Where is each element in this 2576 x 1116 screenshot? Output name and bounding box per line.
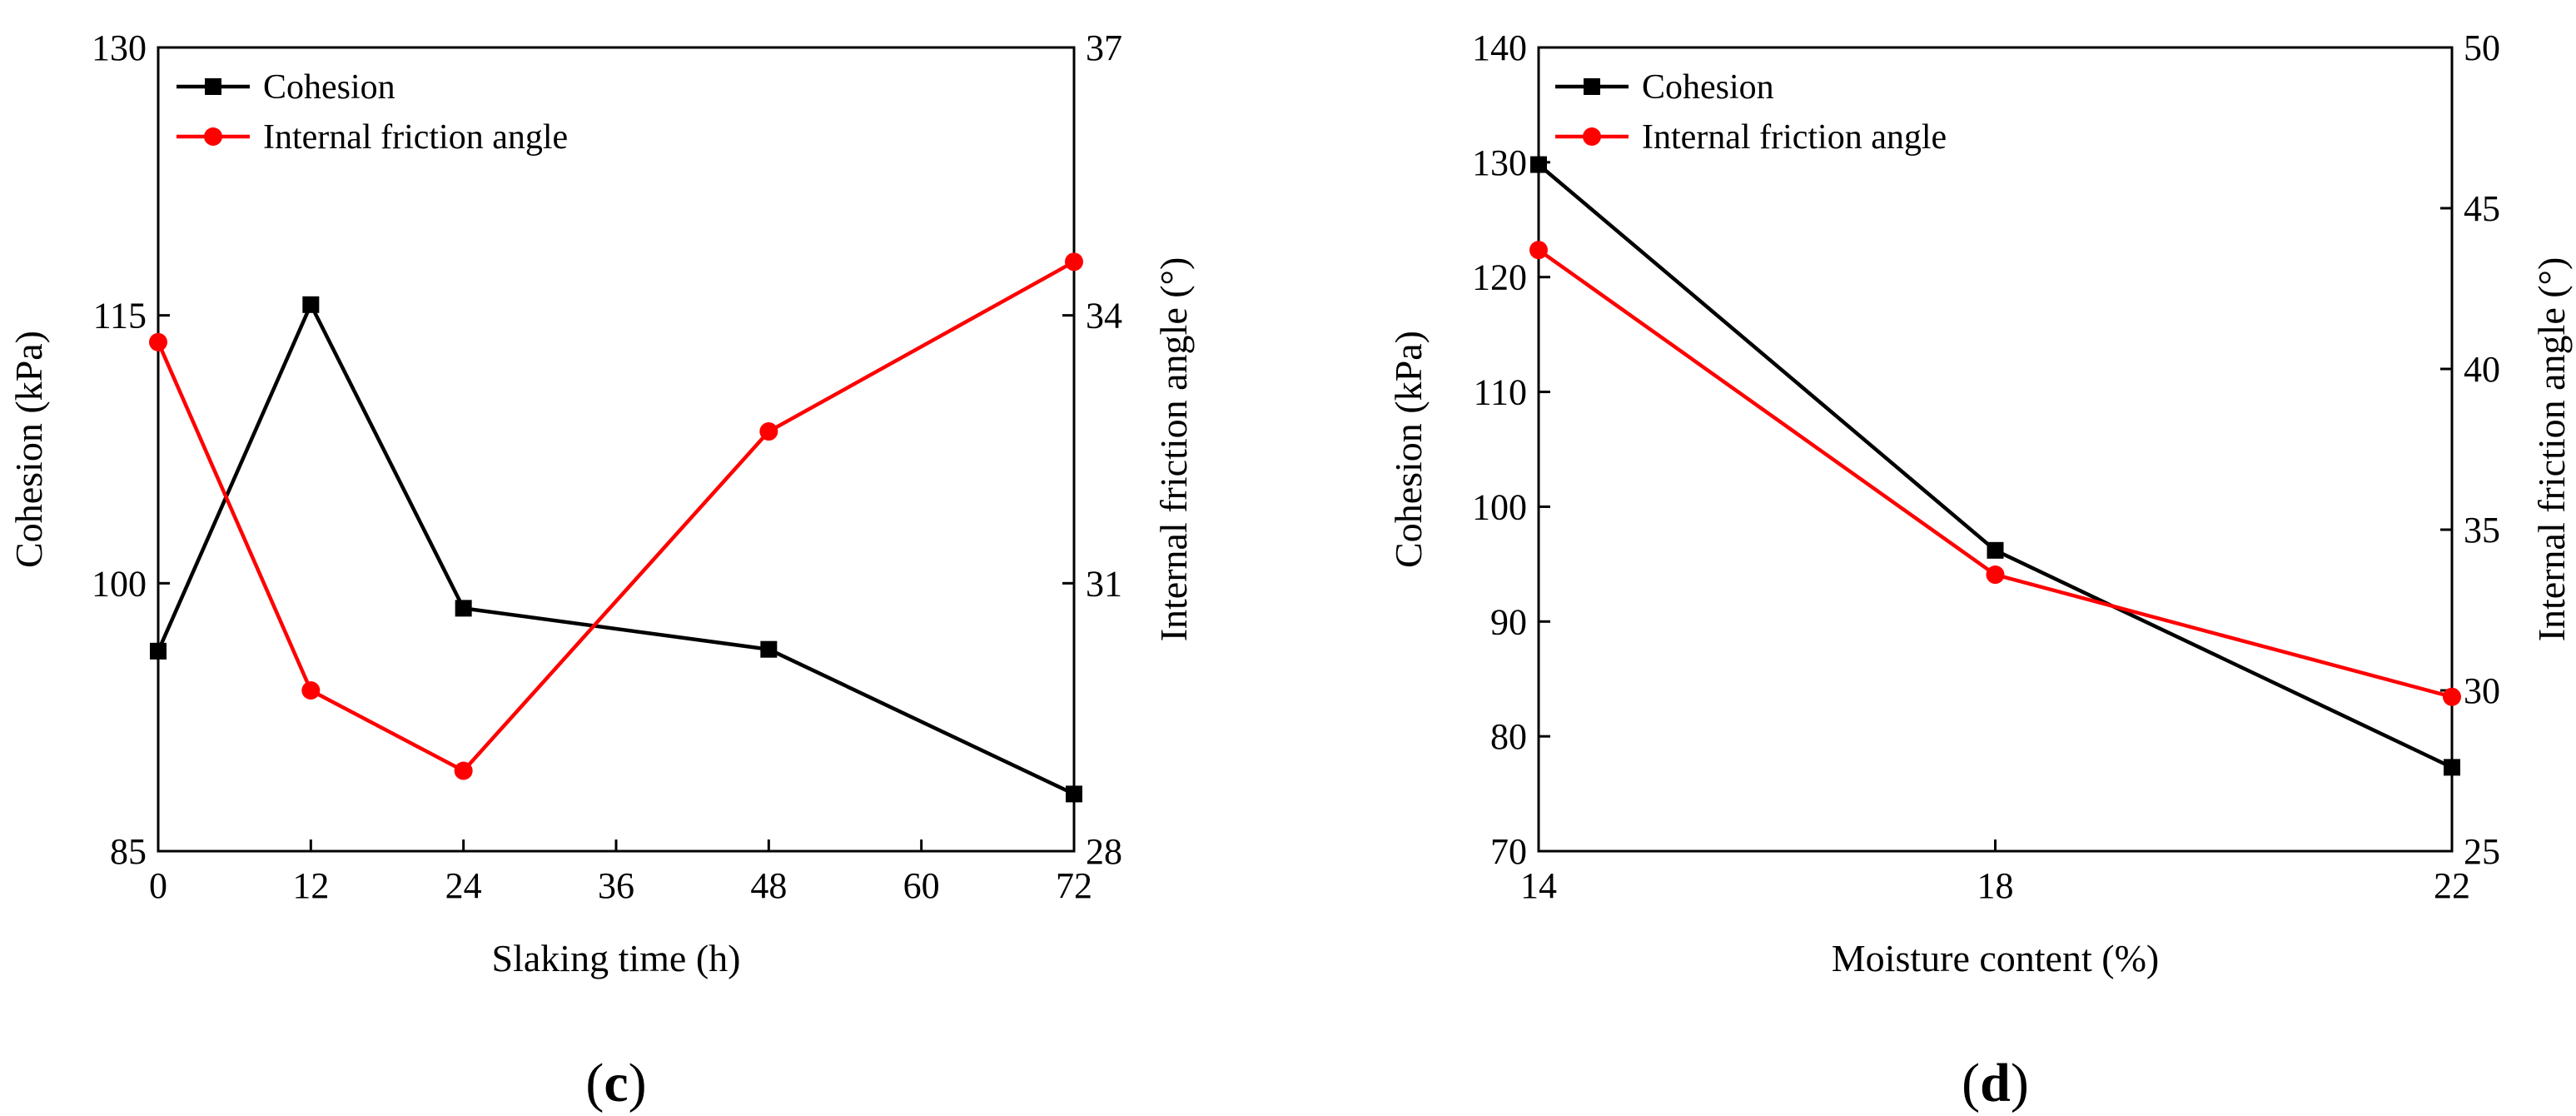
x-tick-label: 72 [1056, 865, 1092, 906]
y-left-tick-label: 130 [92, 27, 147, 68]
y-left-tick-label: 130 [1472, 142, 1527, 183]
y-right-tick-label: 30 [2464, 670, 2500, 711]
y-right-tick-label: 37 [1086, 27, 1122, 68]
y-left-tick-label: 120 [1472, 257, 1527, 298]
x-tick-label: 0 [149, 865, 167, 906]
y-left-tick-label: 90 [1490, 601, 1527, 642]
x-tick-label: 22 [2434, 865, 2470, 906]
legend-label: Internal friction angle [1642, 118, 1947, 157]
x-tick-label: 18 [1977, 865, 2014, 906]
y-right-tick-label: 28 [1086, 831, 1122, 872]
chart-panel-d: 14 18 22 70 80 90 100 110 120 130 140 25 30 35 40 45 50 M… [1387, 27, 2573, 1114]
y-right-tick-label: 35 [2464, 510, 2500, 551]
x-tick-label: 14 [1520, 865, 1557, 906]
legend-label: Internal friction angle [263, 118, 568, 157]
cohesion-point [455, 600, 472, 617]
cohesion-point [760, 640, 778, 658]
y-right-tick-label: 40 [2464, 349, 2500, 390]
friction-angle-point [149, 332, 167, 351]
y-left-tick-label: 85 [110, 831, 147, 872]
legend-marker-circle [1583, 127, 1601, 146]
cohesion-point [2444, 759, 2460, 776]
x-axis-title: Moisture content (%) [1832, 937, 2159, 979]
x-tick-label: 36 [598, 865, 634, 906]
x-tick-label: 24 [445, 865, 482, 906]
y-left-tick-label: 70 [1490, 831, 1527, 872]
y-left-tick-label: 100 [92, 563, 147, 604]
y-left-tick-label: 140 [1472, 27, 1527, 68]
legend-label: Cohesion [1642, 68, 1774, 107]
friction-angle-point [1529, 241, 1548, 260]
cohesion-point [1066, 785, 1082, 803]
y-left-tick-label: 100 [1472, 486, 1527, 527]
x-axis-title: Slaking time (h) [492, 937, 741, 979]
friction-angle-point [1986, 565, 2005, 585]
x-tick-label: 60 [903, 865, 940, 906]
y-right-tick-label: 50 [2464, 27, 2500, 68]
cohesion-point [1987, 541, 2004, 559]
x-tick-label: 12 [292, 865, 329, 906]
legend-marker-square [1584, 78, 1600, 95]
friction-angle-point [454, 761, 473, 780]
panel-label-letter: c [604, 1053, 628, 1114]
legend-marker-circle [204, 127, 222, 146]
legend-marker-square [205, 78, 221, 95]
cohesion-point [302, 296, 320, 313]
y-left-tick-label: 115 [93, 296, 147, 336]
x-tick-label: 48 [750, 865, 787, 906]
friction-angle-point [2443, 687, 2461, 706]
friction-angle-point [1065, 252, 1083, 272]
y-right-tick-label: 31 [1086, 563, 1122, 604]
cohesion-line [1537, 162, 2453, 770]
cohesion-point [1530, 156, 1547, 173]
chart-panel-c: 0 12 24 36 48 60 72 85 100 115 130 28 31 34 37 Slaking … [7, 27, 1195, 1114]
cohesion-line [156, 302, 1075, 796]
y-right-tick-label: 34 [1086, 296, 1122, 336]
y-left-axis-title: Cohesion (kPa) [7, 331, 50, 568]
y-left-tick-label: 80 [1490, 716, 1527, 757]
y-right-tick-label: 25 [2464, 831, 2500, 872]
friction-angle-line [1537, 248, 2453, 699]
cohesion-point [150, 642, 167, 660]
panel-label-letter: d [1980, 1053, 2011, 1114]
y-right-axis-title: Internal friction angle (°) [2530, 257, 2573, 642]
friction-angle-point [759, 422, 778, 441]
friction-angle-point [301, 681, 321, 700]
panel-label: (c) [585, 1053, 646, 1114]
plot-frame [1537, 46, 2454, 853]
y-left-axis-title: Cohesion (kPa) [1387, 331, 1430, 568]
y-right-axis-title: Internal friction angle (°) [1152, 257, 1195, 642]
y-left-tick-label: 110 [1474, 372, 1527, 413]
y-right-tick-label: 45 [2464, 188, 2500, 229]
legend-label: Cohesion [263, 68, 395, 107]
panel-label: (d) [1962, 1053, 2029, 1114]
